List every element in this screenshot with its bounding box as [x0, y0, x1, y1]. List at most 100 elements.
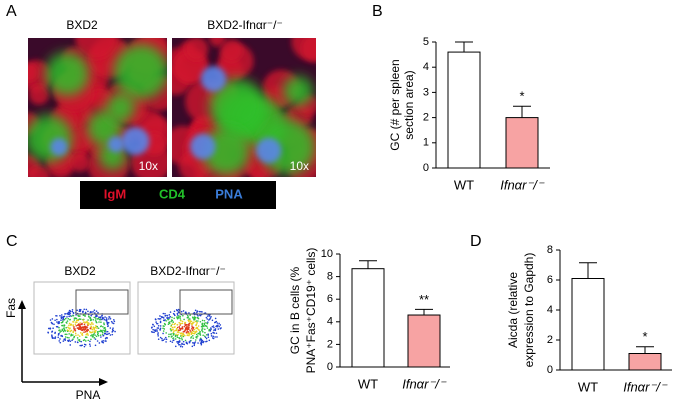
event [91, 328, 94, 331]
stain-legend: IgM CD4 PNA [104, 186, 244, 201]
event [190, 337, 192, 339]
event [59, 329, 61, 331]
event [185, 327, 188, 330]
event [186, 334, 189, 336]
stain [70, 152, 90, 172]
event [54, 319, 56, 322]
event [190, 327, 193, 330]
event [181, 326, 184, 328]
event [199, 339, 201, 342]
flow-axis-label: Fas [4, 298, 18, 318]
event [165, 332, 167, 334]
stain [184, 38, 209, 61]
event [93, 328, 96, 330]
event [186, 325, 188, 328]
event [107, 325, 109, 327]
event [83, 339, 86, 341]
event [181, 345, 184, 348]
event [205, 340, 207, 343]
event [214, 328, 217, 330]
event [170, 325, 172, 328]
event [102, 325, 104, 328]
event [114, 330, 116, 333]
event [87, 329, 89, 331]
event [63, 327, 65, 330]
event [67, 317, 70, 320]
event [201, 329, 203, 332]
panel-label: B [372, 3, 383, 20]
event [103, 318, 106, 321]
event [211, 319, 214, 322]
event [185, 341, 188, 344]
event [181, 322, 184, 325]
event [81, 334, 84, 336]
event [103, 322, 105, 324]
event [203, 319, 206, 322]
event [62, 318, 64, 321]
event [165, 341, 167, 343]
event [155, 318, 157, 321]
event [206, 322, 209, 325]
event [177, 340, 179, 343]
event [212, 335, 215, 338]
event [69, 344, 72, 346]
event [104, 340, 106, 342]
event [179, 324, 181, 326]
event [163, 328, 166, 330]
stain [113, 44, 167, 100]
event [196, 335, 199, 337]
event [159, 320, 162, 323]
micrograph [172, 38, 316, 177]
event [97, 334, 100, 337]
event [218, 325, 220, 328]
event [94, 326, 97, 329]
event [215, 320, 218, 323]
event [176, 341, 178, 343]
event [75, 334, 77, 337]
event [54, 337, 56, 340]
event [58, 326, 60, 329]
event [174, 329, 177, 332]
event [70, 315, 73, 317]
event [166, 317, 169, 320]
event [172, 337, 174, 340]
stain [28, 165, 50, 177]
event [90, 314, 92, 317]
event [181, 338, 183, 341]
event [154, 329, 157, 331]
flow-plots [33, 281, 235, 355]
stain [107, 136, 125, 153]
event [171, 326, 174, 329]
event [87, 334, 89, 336]
event [59, 314, 61, 317]
event [192, 328, 195, 330]
event [159, 315, 161, 317]
event [79, 322, 81, 324]
event [78, 338, 81, 341]
y-tick-label: 2 [327, 338, 333, 350]
event [202, 331, 204, 333]
event [91, 331, 94, 333]
event [170, 319, 173, 321]
event [184, 324, 187, 327]
event [67, 329, 70, 332]
event [204, 331, 206, 334]
event [65, 322, 68, 324]
flow-title: BXD2 [64, 264, 96, 278]
event [199, 338, 201, 341]
event [64, 333, 67, 336]
event [153, 325, 156, 328]
event [190, 331, 193, 334]
event [90, 323, 93, 325]
event [83, 323, 86, 326]
event [178, 343, 180, 346]
event [206, 321, 209, 323]
bar [447, 51, 481, 169]
event [184, 329, 186, 331]
event [208, 315, 211, 317]
event [89, 317, 91, 320]
event [175, 333, 177, 336]
event [76, 324, 79, 327]
event [58, 322, 60, 325]
y-axis-label: expression to Gapdh) [522, 253, 536, 368]
